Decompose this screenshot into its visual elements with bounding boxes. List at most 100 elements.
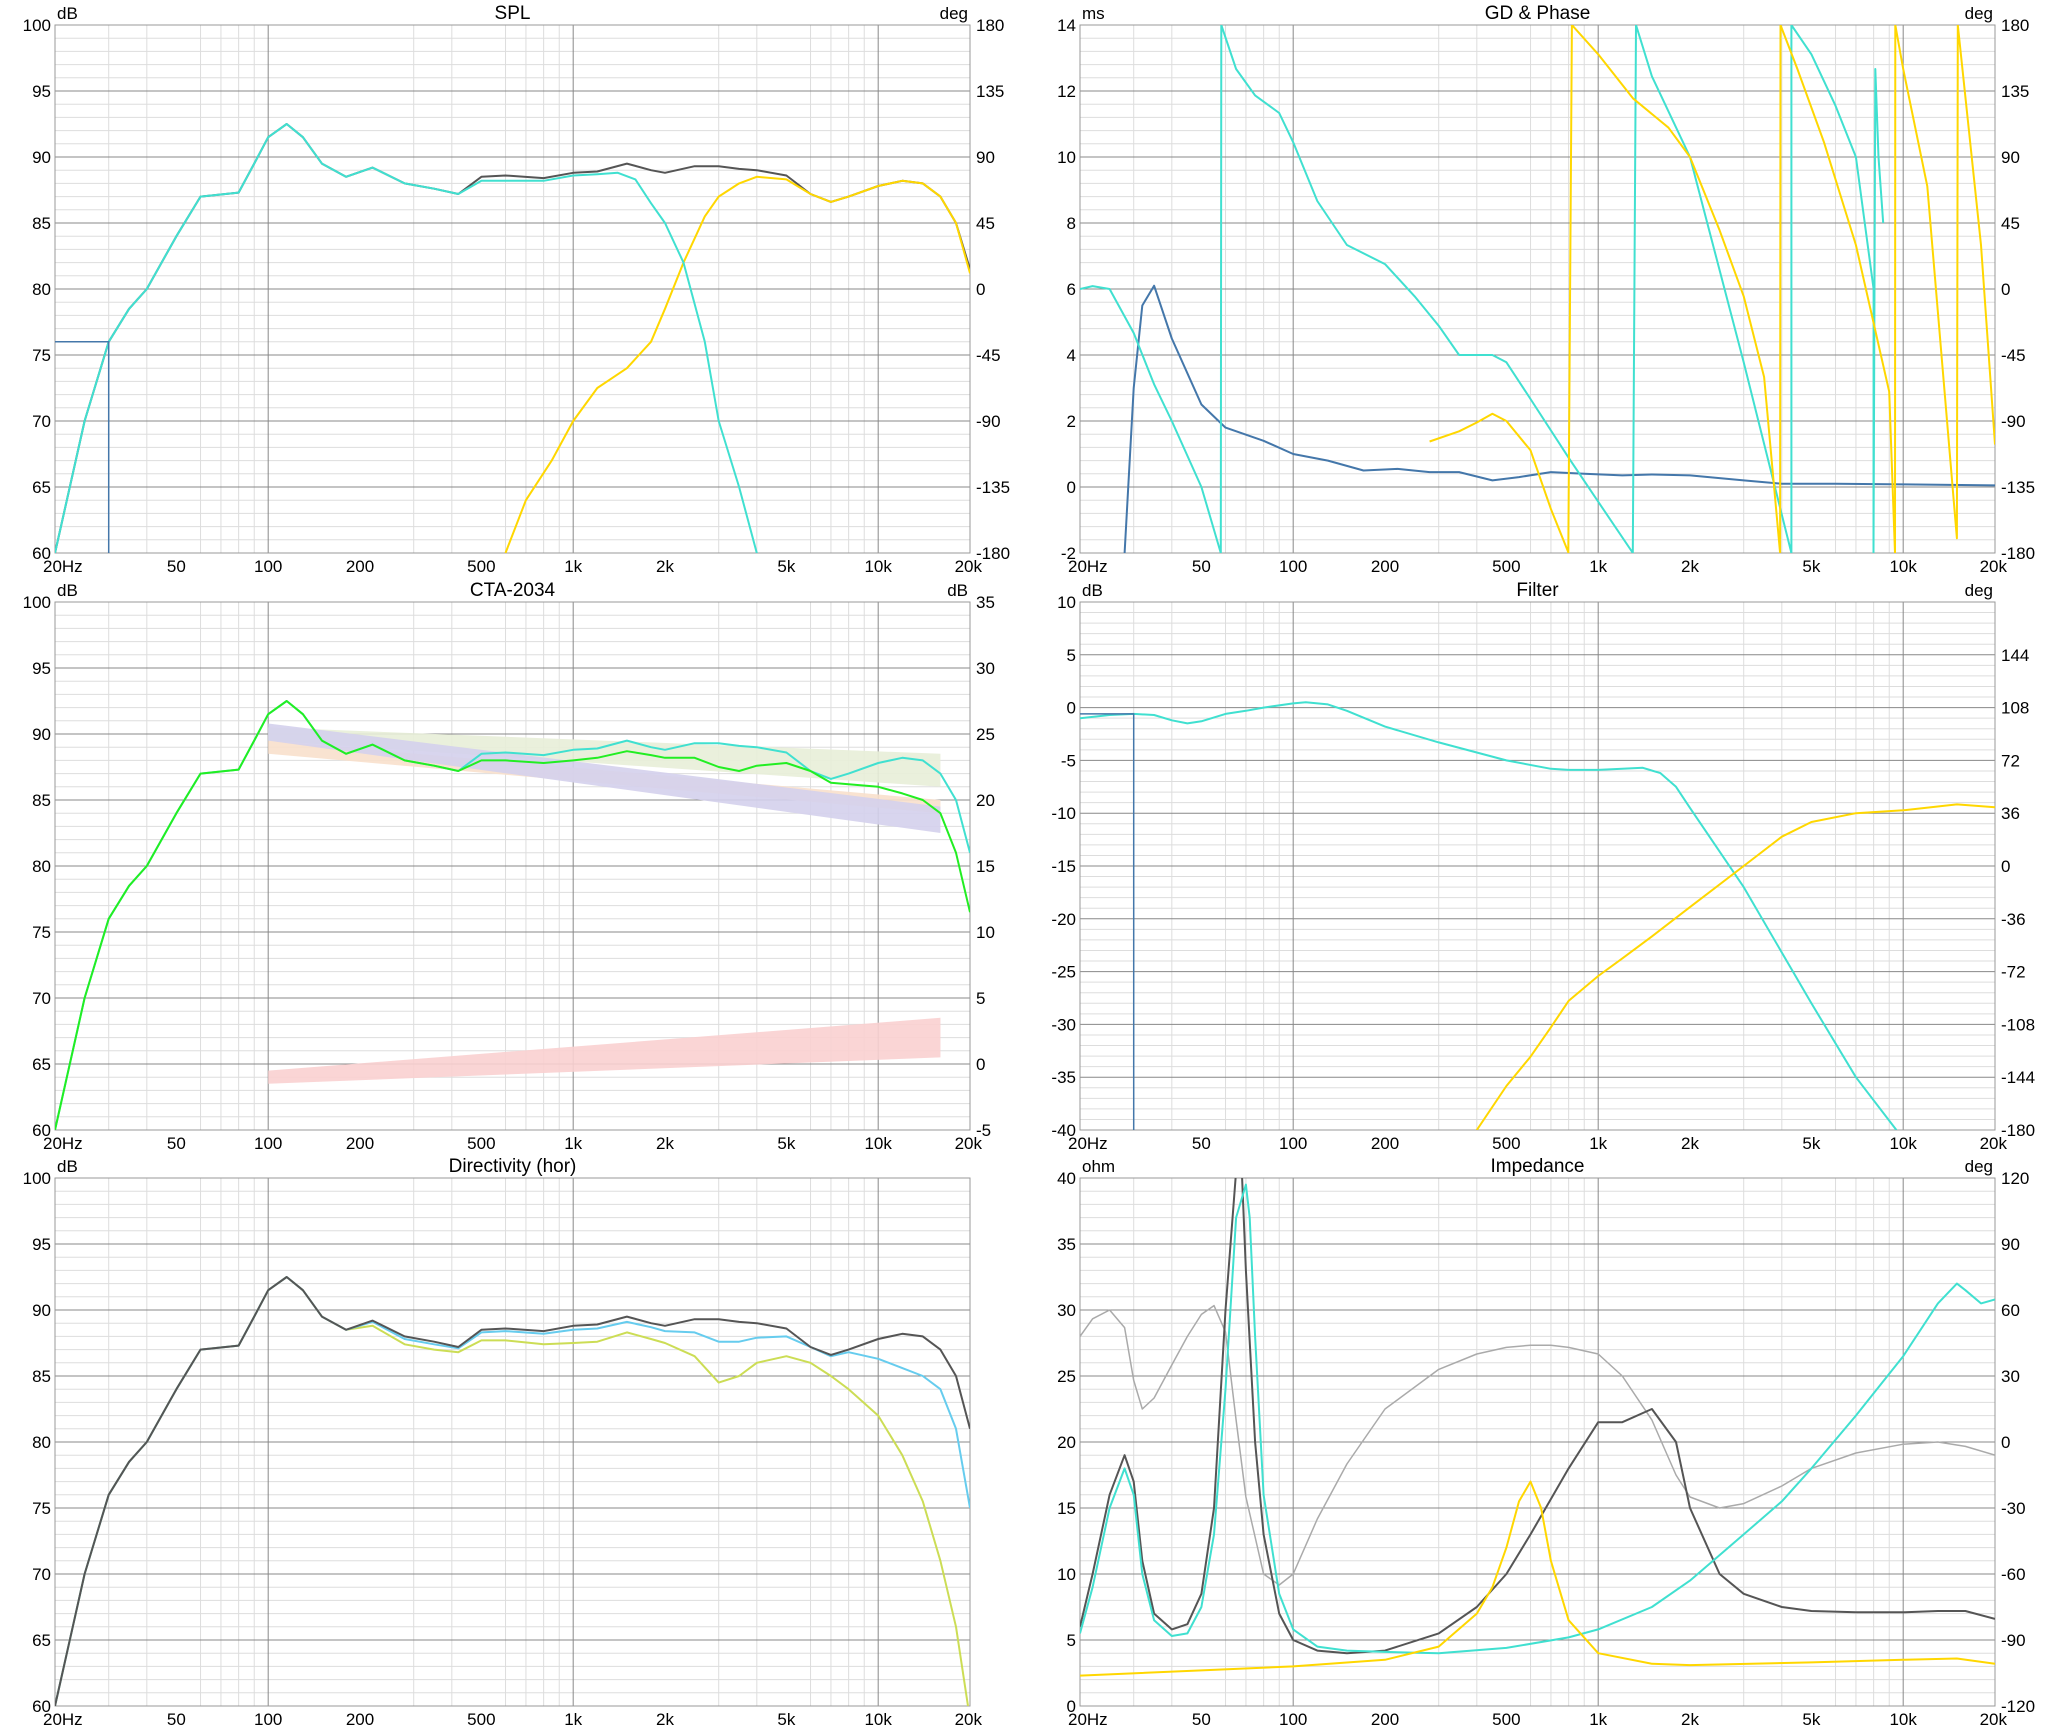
y-tick-label: 90	[32, 725, 51, 744]
y-tick-label: 0	[1067, 478, 1076, 497]
y-tick-label: 0	[1067, 1697, 1076, 1716]
y2-tick-label: 25	[976, 725, 995, 744]
x-tick-label: 2k	[656, 1710, 674, 1729]
y-tick-label: 85	[32, 1367, 51, 1386]
y2-tick-label: 0	[2001, 280, 2010, 299]
x-tick-label: 20Hz	[1068, 1134, 1108, 1153]
spl-title: SPL	[495, 3, 531, 24]
filter-title: Filter	[1516, 580, 1559, 601]
y2-tick-label: -45	[976, 346, 1001, 365]
right-unit: dB	[947, 581, 968, 600]
series-1-line	[504, 175, 970, 553]
y-tick-label: 30	[1057, 1301, 1076, 1320]
plot-area	[55, 1276, 970, 1706]
y2-tick-label: 45	[976, 214, 995, 233]
series-1-line	[1475, 803, 1995, 1130]
gd-chart: GD & Phase ms deg 14 12 10 8 6 4 2 0 -2 180 135 90 45 0 -…	[1057, 3, 2035, 576]
y-tick-label: 85	[32, 214, 51, 233]
y2-tick-label: 0	[976, 280, 985, 299]
series-0-line	[1123, 284, 1995, 553]
y-tick-label: 2	[1067, 412, 1076, 431]
x-tick-label: 50	[167, 1710, 186, 1729]
y2-tick-label: 135	[976, 82, 1004, 101]
y2-tick-label: 0	[976, 1055, 985, 1074]
y-tick-label: 80	[32, 857, 51, 876]
x-tick-label: 5k	[1802, 1710, 1820, 1729]
y2-tick-label: 0	[2001, 1433, 2010, 1452]
x-tick-label: 10k	[1889, 1134, 1917, 1153]
y2-tick-label: -180	[976, 544, 1010, 563]
y-tick-label: 90	[32, 1301, 51, 1320]
x-tick-label: 50	[167, 1134, 186, 1153]
x-tick-label: 2k	[656, 1134, 674, 1153]
y-tick-label: 10	[1057, 1565, 1076, 1584]
x-tick-label: 500	[1492, 1710, 1520, 1729]
y-tick-label: 35	[1057, 1235, 1076, 1254]
y2-tick-label: 5	[976, 989, 985, 1008]
series-1-line	[1080, 25, 1885, 553]
y2-tick-label: 10	[976, 923, 995, 942]
x-tick-label: 200	[1371, 1134, 1399, 1153]
y2-tick-label: -90	[976, 412, 1001, 431]
y2-tick-label: -60	[2001, 1565, 2026, 1584]
x-tick-label: 100	[1279, 1710, 1307, 1729]
y-tick-label: -35	[1051, 1068, 1076, 1087]
y-tick-label: 60	[32, 1121, 51, 1140]
plot-frame	[54, 1177, 971, 1707]
x-tick-label: 100	[254, 1710, 282, 1729]
plot-area	[1080, 1178, 1995, 1677]
y2-tick-label: 30	[2001, 1367, 2020, 1386]
x-tick-label: 500	[467, 557, 495, 576]
plot-frame	[1079, 1177, 1996, 1707]
y-tick-label: 5	[1067, 1631, 1076, 1650]
x-tick-label: 5k	[777, 1134, 795, 1153]
y-tick-label: 10	[1057, 593, 1076, 612]
x-tick-label: 50	[167, 557, 186, 576]
plot-frame	[54, 601, 971, 1131]
y-tick-label: -10	[1051, 804, 1076, 823]
directivity-chart: Directivity (hor)dB100959085807570656020…	[23, 1156, 983, 1729]
y2-tick-label: 72	[2001, 751, 2020, 770]
plot-area	[1080, 25, 1995, 553]
y2-tick-label: 30	[976, 659, 995, 678]
plot-area	[1080, 701, 1995, 1130]
x-tick-label: 5k	[1802, 1134, 1820, 1153]
y2-tick-label: -90	[2001, 1631, 2026, 1650]
left-unit: dB	[57, 1157, 78, 1176]
series-1-line	[55, 700, 970, 1130]
left-unit: dB	[57, 581, 78, 600]
y2-tick-label: -30	[2001, 1499, 2026, 1518]
x-tick-label: 5k	[777, 1710, 795, 1729]
x-tick-label: 20Hz	[43, 1134, 83, 1153]
plot-area	[55, 700, 970, 1130]
x-tick-label: 200	[346, 1710, 374, 1729]
y-tick-label: 10	[1057, 148, 1076, 167]
series-0-line	[1080, 1304, 1995, 1586]
y-tick-label: 80	[32, 1433, 51, 1452]
series-1-line	[1080, 1178, 1995, 1655]
x-tick-label: 100	[1279, 1134, 1307, 1153]
series-0-line	[1080, 701, 1898, 1130]
y-tick-label: 75	[32, 923, 51, 942]
y-tick-label: 60	[32, 1697, 51, 1716]
x-tick-label: 1k	[1589, 1710, 1607, 1729]
right-unit: deg	[940, 4, 968, 23]
x-tick-label: 50	[1192, 1710, 1211, 1729]
x-tick-label: 50	[1192, 1134, 1211, 1153]
y2-tick-label: 15	[976, 857, 995, 876]
y2-tick-label: 180	[976, 16, 1004, 35]
y-tick-label: 100	[23, 1169, 51, 1188]
series-3-line	[55, 341, 110, 553]
y2-tick-label: -135	[976, 478, 1010, 497]
x-tick-label: 200	[1371, 1710, 1399, 1729]
series-2-line	[1080, 1183, 1995, 1655]
x-tick-label: 500	[467, 1134, 495, 1153]
y-tick-label: 100	[23, 593, 51, 612]
x-tick-label: 20k	[955, 1710, 983, 1729]
y2-tick-label: -72	[2001, 963, 2026, 982]
y-tick-label: 95	[32, 82, 51, 101]
y2-tick-label: -5	[976, 1121, 991, 1140]
y-tick-label: 60	[32, 544, 51, 563]
